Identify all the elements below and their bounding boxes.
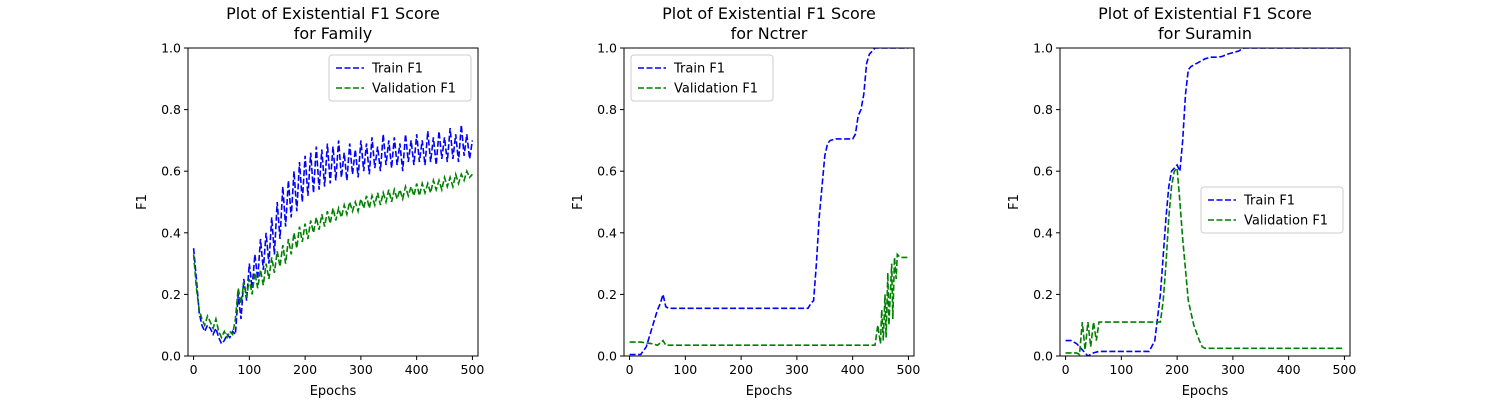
chart-title-line: Plot of Existential F1 Score [662,4,876,23]
x-tick-label: 300 [785,362,809,377]
chart-title: Plot of Existential F1 Score for Suramin [1098,4,1312,43]
x-tick-label: 100 [673,362,697,377]
legend-entry: Validation F1 [674,82,758,97]
x-tick-label: 200 [293,362,317,377]
x-tick-label: 500 [896,362,920,377]
legend-entry: Validation F1 [1244,214,1328,229]
x-tick-label: 400 [841,362,865,377]
y-tick-label: 0.2 [597,287,617,302]
y-axis-label: F1 [1007,194,1022,210]
y-tick-label: 1.0 [161,41,181,56]
x-tick-label: 500 [460,362,484,377]
x-tick-label: 300 [1221,362,1245,377]
legend-entry: Train F1 [1243,194,1295,209]
legend: Train F1 Validation F1 [630,54,774,102]
series-line-train [1065,48,1345,356]
legend-entry: Train F1 [371,62,423,77]
y-tick-label: 0.0 [1033,349,1053,364]
y-tick-label: 0.4 [597,225,617,240]
y-tick-label: 0.2 [1033,287,1053,302]
legend-box [328,54,472,102]
chart-title-line: for Nctrer [731,24,808,43]
y-axis-label: F1 [571,194,586,210]
y-tick-label: 0.6 [1033,164,1053,179]
chart-title: Plot of Existential F1 Score for Nctrer [662,4,876,43]
x-axis-label: Epochs [746,384,793,399]
x-tick-label: 400 [405,362,429,377]
x-tick-label: 100 [1109,362,1133,377]
y-tick-label: 1.0 [597,41,617,56]
y-tick-label: 0.0 [161,349,181,364]
legend: Train F1 Validation F1 [328,54,472,102]
chart-panel-2: Plot of Existential F1 Score for Nctrer 0 1… [571,4,920,399]
chart-title-line: for Suramin [1158,24,1252,43]
series-line-validation [629,252,909,347]
y-tick-label: 0.8 [1033,102,1053,117]
chart-title-line: for Family [294,24,373,43]
y-tick-label: 1.0 [1033,41,1053,56]
series-line-validation [192,168,473,340]
y-tick-label: 0.4 [1033,225,1053,240]
chart-panel-1: Plot of Existential F1 Score for Family 0 1… [135,4,484,399]
legend-box [630,54,774,102]
y-tick-label: 0.2 [161,287,181,302]
y-tick-label: 0.6 [161,164,181,179]
y-tick-label: 0.8 [161,102,181,117]
plot-frame [1059,47,1351,357]
x-tick-label: 300 [349,362,373,377]
x-tick-label: 200 [1165,362,1189,377]
y-tick-label: 0.6 [597,164,617,179]
legend-entry: Train F1 [673,62,725,77]
y-tick-label: 0.4 [161,225,181,240]
chart-panel-3: Plot of Existential F1 Score for Suramin 0… [1007,4,1356,399]
y-axis-label: F1 [135,194,150,210]
x-tick-label: 500 [1332,362,1356,377]
plot-frame [623,47,915,357]
x-tick-label: 100 [237,362,261,377]
series-line-validation [1065,166,1345,356]
plot-frame [187,47,479,357]
legend-box [1200,186,1344,234]
x-tick-label: 0 [190,362,198,377]
series-line-train [192,124,474,346]
x-axis-label: Epochs [310,384,357,399]
series-line-train [629,48,909,356]
x-tick-label: 400 [1277,362,1301,377]
chart-title-line: Plot of Existential F1 Score [1098,4,1312,23]
x-tick-label: 200 [729,362,753,377]
y-tick-label: 0.0 [597,349,617,364]
x-tick-label: 0 [1062,362,1070,377]
x-tick-label: 0 [626,362,634,377]
legend-entry: Validation F1 [372,82,456,97]
chart-title: Plot of Existential F1 Score for Family [226,4,440,43]
y-tick-label: 0.8 [597,102,617,117]
chart-title-line: Plot of Existential F1 Score [226,4,440,23]
x-axis-label: Epochs [1182,384,1229,399]
legend: Train F1 Validation F1 [1200,186,1344,234]
